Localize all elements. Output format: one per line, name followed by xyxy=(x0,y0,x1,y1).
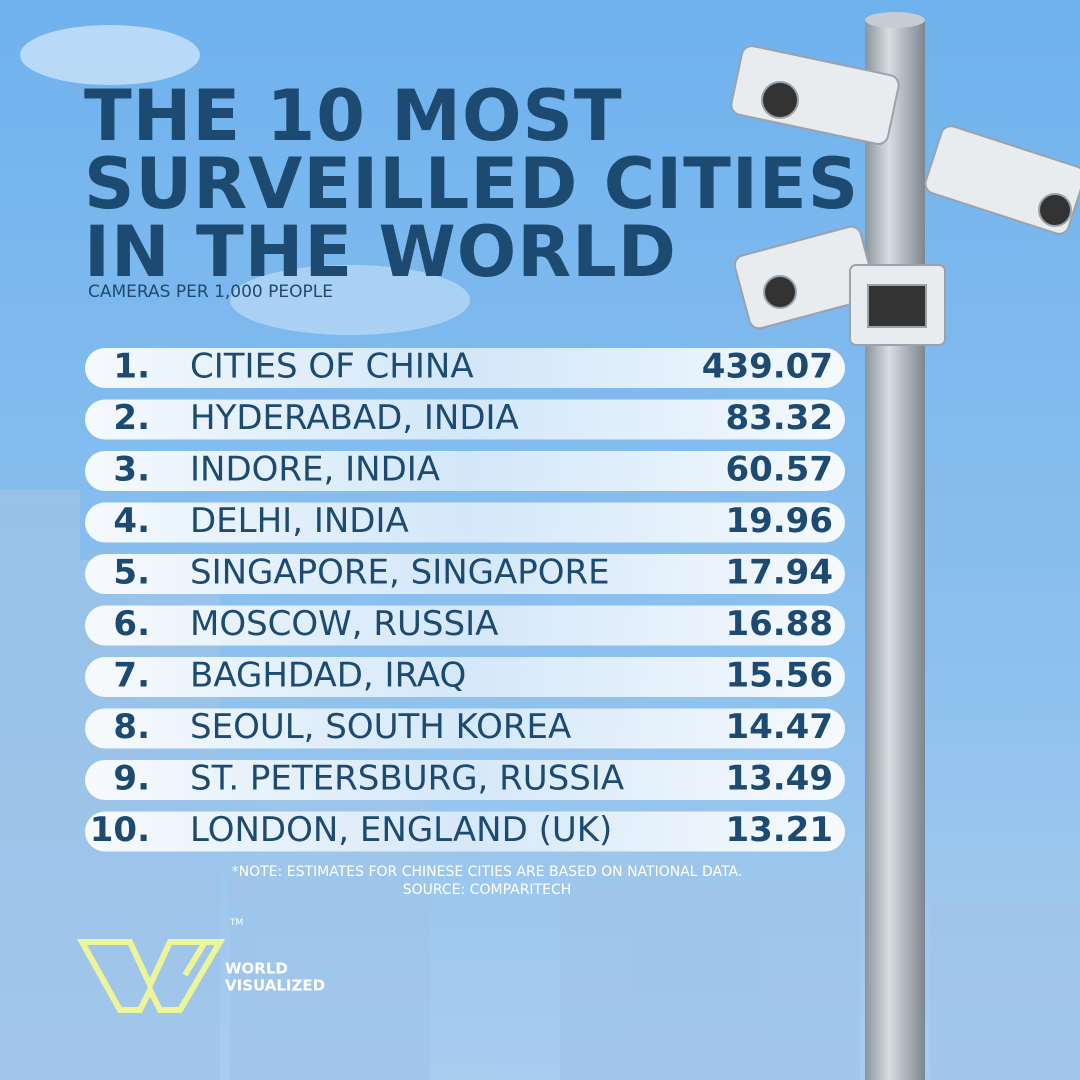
row-bar xyxy=(85,657,845,697)
table-row: 1. CITIES OF CHINA 439.07 xyxy=(85,347,845,388)
row-bar xyxy=(85,708,845,749)
table-row: 3. INDORE, INDIA 60.57 xyxy=(85,450,845,491)
rank: 1. xyxy=(113,347,150,387)
table-row: 6. MOSCOW, RUSSIA 16.88 xyxy=(85,604,845,646)
camera-count: 19.96 xyxy=(725,501,833,541)
table-row: 4. DELHI, INDIA 19.96 xyxy=(85,501,845,543)
logo-text: VISUALIZED xyxy=(225,977,325,995)
logo-text: WORLD xyxy=(225,960,288,978)
camera-count: 13.49 xyxy=(725,759,833,799)
title-line: IN THE WORLD xyxy=(84,211,677,293)
city: BAGHDAD, IRAQ xyxy=(190,656,466,696)
pole xyxy=(865,12,925,1080)
row-bar xyxy=(85,399,845,440)
rank: 9. xyxy=(113,759,150,799)
note: *NOTE: ESTIMATES FOR CHINESE CITIES ARE … xyxy=(232,864,743,880)
city: CITIES OF CHINA xyxy=(190,347,474,387)
trademark: TM xyxy=(229,918,243,928)
city: DELHI, INDIA xyxy=(190,501,409,541)
rank: 7. xyxy=(113,656,150,696)
camera-count: 16.88 xyxy=(725,604,833,644)
source: SOURCE: COMPARITECH xyxy=(403,882,572,898)
rank: 6. xyxy=(113,604,150,644)
city: LONDON, ENGLAND (UK) xyxy=(190,810,612,850)
subtitle: CAMERAS PER 1,000 PEOPLE xyxy=(88,282,333,302)
city: ST. PETERSBURG, RUSSIA xyxy=(190,759,624,799)
table-row: 2. HYDERABAD, INDIA 83.32 xyxy=(85,398,845,440)
camera-count: 15.56 xyxy=(725,656,833,696)
table-row: 5. SINGAPORE, SINGAPORE 17.94 xyxy=(85,553,845,594)
rank: 3. xyxy=(113,450,150,490)
city: INDORE, INDIA xyxy=(190,450,440,490)
city: MOSCOW, RUSSIA xyxy=(190,604,498,644)
row-bar xyxy=(85,502,845,543)
rank: 8. xyxy=(113,707,150,747)
camera-count: 14.47 xyxy=(725,707,833,747)
row-bar xyxy=(85,811,845,852)
logo-mark xyxy=(76,939,226,1013)
camera-count: 13.21 xyxy=(725,810,833,850)
cloud xyxy=(230,265,470,335)
table-row: 9. ST. PETERSBURG, RUSSIA 13.49 xyxy=(85,759,845,800)
rank: 4. xyxy=(113,501,150,541)
camera-count: 83.32 xyxy=(725,398,833,438)
row-bar xyxy=(85,760,845,800)
camera-count: 439.07 xyxy=(702,347,833,387)
rank: 2. xyxy=(113,398,150,438)
table-row: 10. LONDON, ENGLAND (UK) 13.21 xyxy=(85,810,845,852)
row-bar xyxy=(85,605,845,646)
rank: 10. xyxy=(90,810,150,850)
cloud xyxy=(20,25,200,85)
camera-count: 17.94 xyxy=(725,553,833,593)
logo: TM WORLD VISUALIZED xyxy=(76,918,325,1013)
row-bar xyxy=(85,554,845,594)
rank: 5. xyxy=(113,553,150,593)
title-line: SURVEILLED CITIES xyxy=(84,143,859,225)
table-row: 7. BAGHDAD, IRAQ 15.56 xyxy=(85,656,845,697)
row-bar xyxy=(85,348,845,388)
city: HYDERABAD, INDIA xyxy=(190,398,519,438)
city: SEOUL, SOUTH KOREA xyxy=(190,707,571,747)
cameras xyxy=(730,44,1080,346)
row-bar xyxy=(85,451,845,491)
city: SINGAPORE, SINGAPORE xyxy=(190,553,610,593)
title-line: THE 10 MOST xyxy=(84,75,623,157)
table-row: 8. SEOUL, SOUTH KOREA 14.47 xyxy=(85,707,845,749)
camera-count: 60.57 xyxy=(725,450,833,490)
